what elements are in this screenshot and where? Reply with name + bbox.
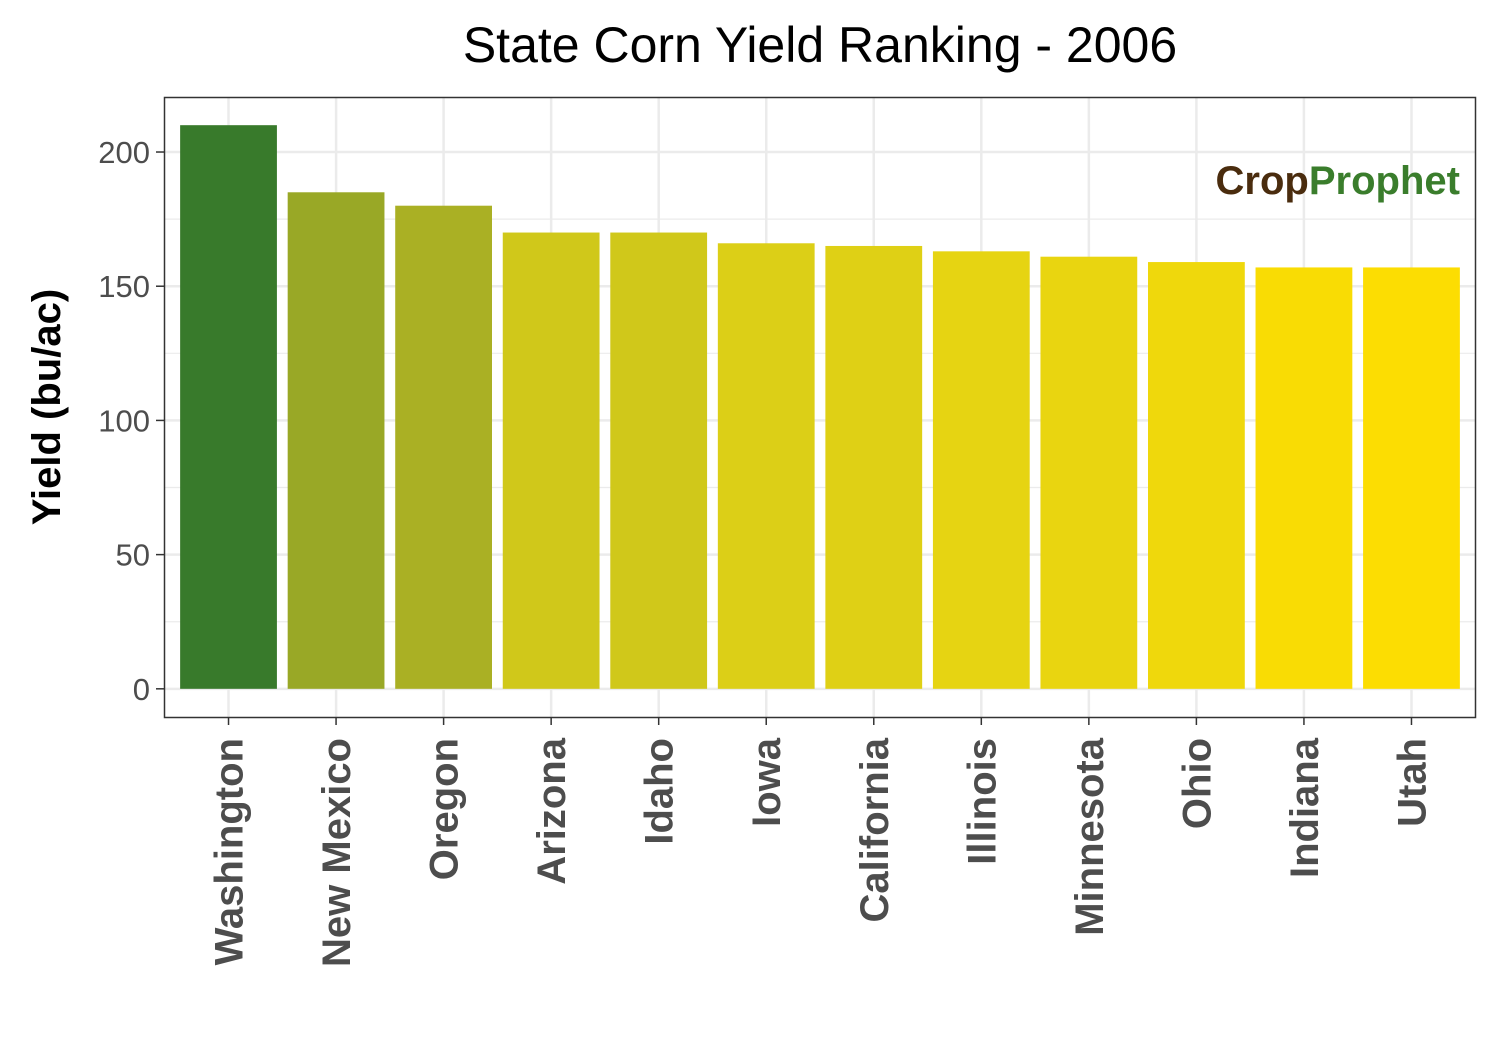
bar-california (825, 245, 923, 689)
x-tick-label: Indiana (1283, 737, 1327, 878)
x-tick-label: Arizona (530, 737, 574, 884)
y-tick-label: 200 (98, 135, 150, 170)
bar-arizona (502, 232, 600, 689)
x-axis: Washington New Mexico Oregon Arizona Idaho Io… (208, 717, 1434, 967)
x-tick-label: Ohio (1175, 738, 1219, 829)
cropprophet-logo: CropProphet (1216, 159, 1460, 203)
x-tick-label: Oregon (423, 738, 467, 880)
bar-ohio (1148, 262, 1245, 689)
plot-border (163, 96, 1477, 719)
x-tick-label: Utah (1390, 738, 1434, 827)
chart-title: State Corn Yield Ranking - 2006 (463, 17, 1177, 73)
y-tick-label: 100 (98, 403, 150, 438)
bar-indiana (1255, 267, 1353, 689)
y-axis: 0 50 100 150 200 (98, 135, 164, 707)
bar-idaho (610, 232, 708, 689)
x-tick-label: New Mexico (315, 738, 359, 967)
bar-utah (1363, 267, 1460, 689)
x-tick-label: Washington (208, 738, 252, 965)
x-tick-label: Iowa (745, 737, 789, 827)
bar-washington (180, 125, 277, 689)
bar-oregon (395, 205, 492, 689)
bars (180, 125, 1460, 689)
y-tick-label: 50 (116, 538, 150, 573)
x-tick-label: Idaho (638, 738, 682, 845)
bar-minnesota (1040, 256, 1138, 689)
bar-illinois (932, 251, 1030, 689)
x-tick-label: California (853, 737, 897, 922)
y-tick-label: 0 (133, 672, 150, 707)
bar-new-mexico (287, 192, 385, 689)
y-tick-label: 150 (98, 269, 150, 304)
bar-iowa (717, 243, 815, 689)
x-tick-label: Illinois (960, 738, 1004, 865)
y-axis-label: Yield (bu/ac) (25, 289, 69, 525)
x-tick-label: Minnesota (1068, 737, 1112, 936)
